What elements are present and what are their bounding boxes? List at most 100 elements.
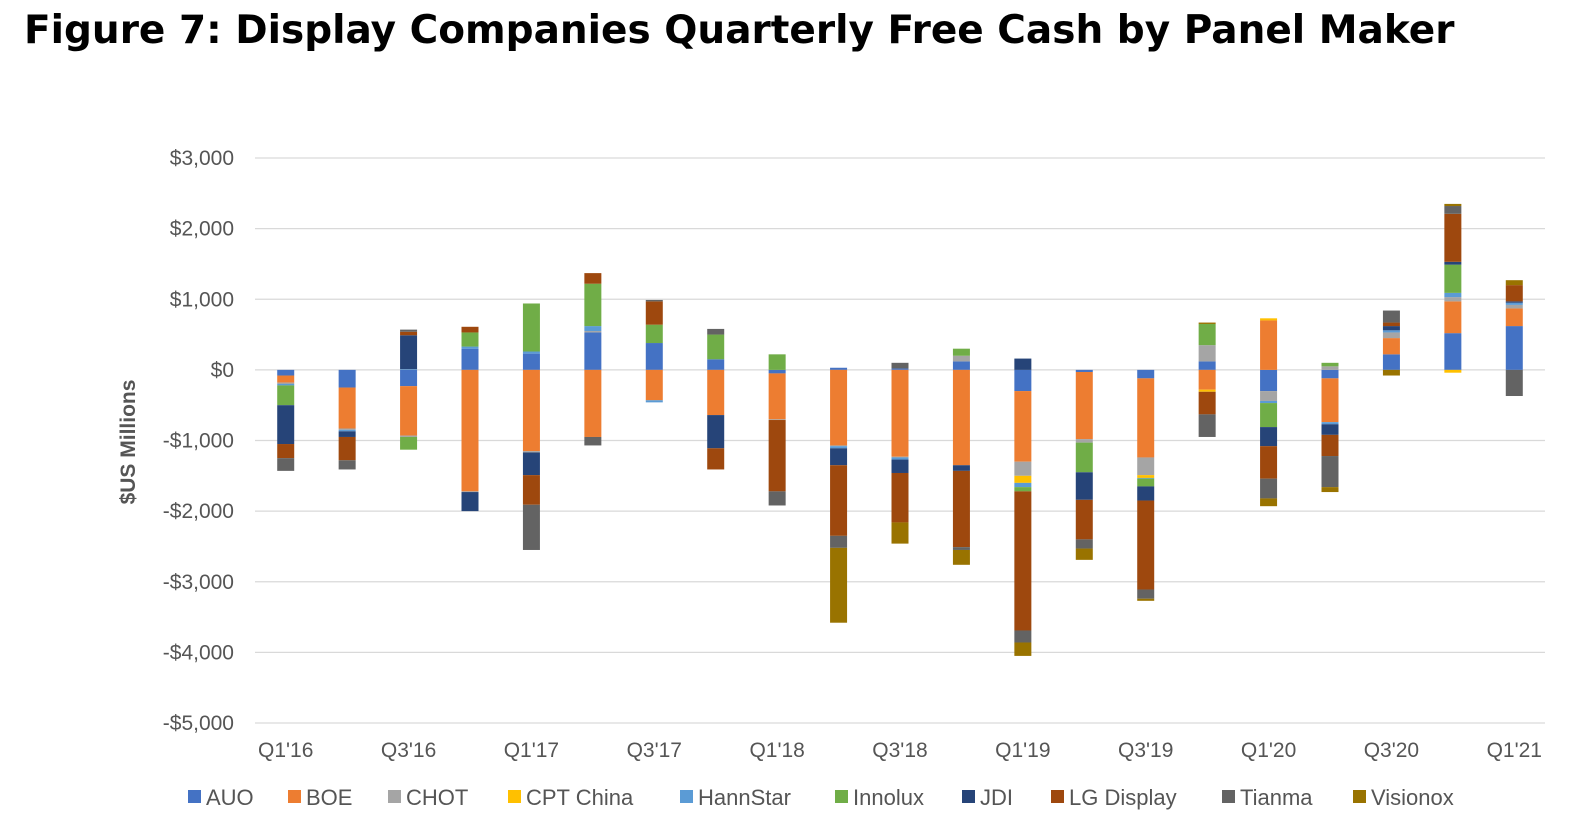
x-tick-label: Q3'18 <box>872 739 927 762</box>
bar-segment <box>952 549 970 565</box>
bar-segment <box>1014 487 1032 492</box>
bar-segment <box>522 475 540 505</box>
y-axis-ticks: $3,000 $2,000 $1,000 $0 -$1,000 -$2,000 -$3,00… <box>163 147 234 735</box>
bar-segment <box>338 436 356 461</box>
bar-segment <box>338 431 356 437</box>
bar-segment <box>1198 323 1216 346</box>
legend-label: Tianma <box>1240 785 1313 810</box>
bar-segment <box>1505 302 1523 305</box>
bar-segment <box>952 369 970 466</box>
bar-segment <box>891 522 909 544</box>
bar-segment <box>277 384 295 386</box>
bar-segment <box>1505 369 1523 397</box>
bar-segment <box>1014 391 1032 462</box>
bar-segment <box>1321 456 1339 488</box>
bar-segment <box>277 375 295 383</box>
bar-segment <box>830 446 848 449</box>
x-axis-ticks: Q1'16 Q3'16 Q1'17 Q3'17 Q1'18 Q3'18 Q1'19 Q3'19… <box>258 739 1542 762</box>
bar-segment <box>461 326 479 333</box>
bar-segment <box>891 368 909 370</box>
bar-segment <box>584 436 602 446</box>
bar-segment <box>1014 358 1032 370</box>
y-tick-label: -$2,000 <box>163 500 234 523</box>
bar-segment <box>645 369 663 401</box>
bar-segment <box>522 353 540 370</box>
bar-segment <box>1198 414 1216 437</box>
bar-segment <box>1260 400 1278 404</box>
bar-segment <box>1137 477 1155 479</box>
bar-segment <box>1014 461 1032 476</box>
bar-segment <box>768 419 786 421</box>
legend-label: Visionox <box>1371 785 1454 810</box>
bar-segment <box>891 362 909 369</box>
bar-segment <box>1321 362 1339 367</box>
bar-segment <box>891 472 909 523</box>
y-tick-label: $2,000 <box>170 218 234 241</box>
bar-segment <box>461 492 479 512</box>
bar-segment <box>1198 369 1216 390</box>
bar-segment <box>400 386 418 436</box>
bar-segment <box>830 367 848 370</box>
bar-segment <box>830 369 848 446</box>
bar-segment <box>1137 589 1155 599</box>
bar-segment <box>338 387 356 429</box>
bar-segment <box>1260 369 1278 392</box>
bar-segment <box>1075 439 1093 443</box>
bar-segment <box>1321 487 1339 493</box>
legend-swatch <box>1051 790 1064 803</box>
y-axis-label: $US Millions <box>117 380 140 505</box>
bar-segment <box>1137 475 1155 478</box>
x-tick-label: Q1'18 <box>749 739 804 762</box>
bar-segment <box>707 369 725 416</box>
bar-segment <box>1137 369 1155 379</box>
bar-segment <box>461 332 479 347</box>
legend-swatch <box>288 790 301 803</box>
x-tick-label: Q3'17 <box>627 739 682 762</box>
y-tick-label: -$4,000 <box>163 641 234 664</box>
bar-segment <box>400 335 418 370</box>
bar-segment <box>584 331 602 333</box>
bar-segment <box>768 420 786 492</box>
bar-segment <box>1444 297 1462 302</box>
bar-segment <box>338 429 356 432</box>
bar-segment <box>768 491 786 506</box>
bar-segment <box>1382 330 1400 333</box>
bar-segment <box>1444 264 1462 293</box>
bar-segment <box>1260 391 1278 401</box>
bar-segment <box>768 354 786 370</box>
legend-label: HannStar <box>698 785 791 810</box>
bar-segment <box>891 457 909 460</box>
bar-segment <box>707 359 725 370</box>
bar-segment <box>522 451 540 453</box>
y-tick-label: -$1,000 <box>163 430 234 453</box>
bar-segment <box>1444 203 1462 207</box>
bar-segment <box>1014 630 1032 643</box>
bar-segment <box>952 465 970 471</box>
bar-segment <box>1075 369 1093 372</box>
bar-segment <box>830 547 848 623</box>
bar-segment <box>1075 371 1093 440</box>
bar-segment <box>1260 446 1278 479</box>
bar-segment <box>1505 280 1523 286</box>
bar-segment <box>1075 539 1093 549</box>
bar-segment <box>277 444 295 459</box>
bar-segment <box>830 445 848 447</box>
bar-segment <box>522 351 540 354</box>
bar-segment <box>522 369 540 452</box>
bar-segment <box>1444 333 1462 370</box>
bar-segment <box>768 369 786 374</box>
bar-segment <box>645 301 663 325</box>
bar-segment <box>1137 500 1155 590</box>
bar-segment <box>1444 213 1462 262</box>
x-tick-label: Q1'20 <box>1241 739 1296 762</box>
x-tick-label: Q1'21 <box>1487 739 1542 762</box>
bar-segment <box>1444 292 1462 298</box>
bar-segment <box>830 465 848 536</box>
bar-segment <box>400 435 418 437</box>
bar-segment <box>707 334 725 360</box>
bar-segment <box>277 458 295 471</box>
bar-segment <box>1321 366 1339 370</box>
bar-segment <box>1137 598 1155 601</box>
bar-segment <box>1260 403 1278 428</box>
bar-segment <box>1382 332 1400 339</box>
